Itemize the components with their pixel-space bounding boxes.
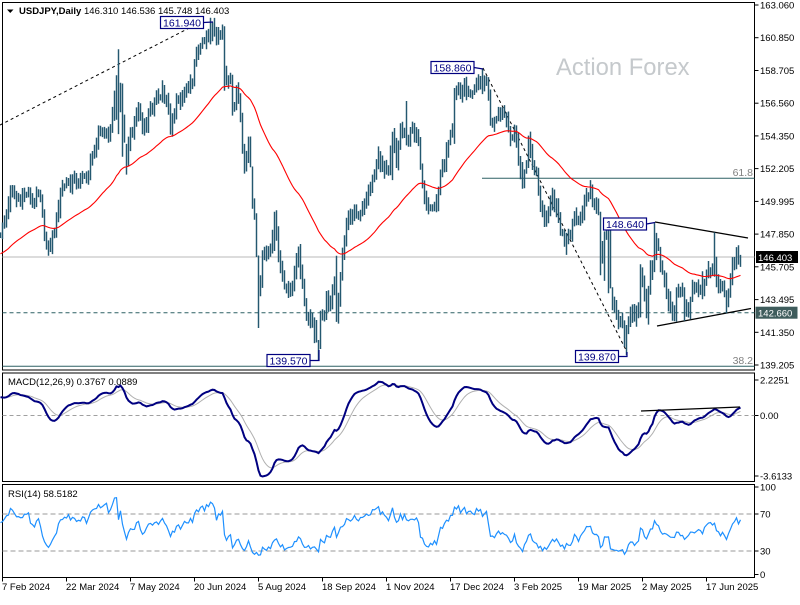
svg-text:22 Mar 2024: 22 Mar 2024 [66, 582, 119, 593]
svg-text:MACD(12,26,9) 0.3767 0.0889: MACD(12,26,9) 0.3767 0.0889 [8, 377, 137, 388]
svg-text:158.705: 158.705 [760, 66, 794, 77]
svg-text:17 Dec 2024: 17 Dec 2024 [450, 582, 504, 593]
svg-text:2.2251: 2.2251 [760, 376, 789, 387]
svg-text:19 Mar 2025: 19 Mar 2025 [578, 582, 631, 593]
svg-text:38.2: 38.2 [733, 355, 754, 367]
svg-text:7 Feb 2024: 7 Feb 2024 [2, 582, 50, 593]
svg-text:0: 0 [760, 570, 765, 581]
svg-text:147.850: 147.850 [760, 230, 794, 241]
svg-text:145.705: 145.705 [760, 262, 794, 273]
svg-text:149.995: 149.995 [760, 197, 794, 208]
svg-text:143.495: 143.495 [760, 295, 794, 306]
svg-text:2 May 2025: 2 May 2025 [642, 582, 692, 593]
svg-text:156.560: 156.560 [760, 99, 794, 110]
svg-text:RSI(14) 58.5182: RSI(14) 58.5182 [8, 489, 78, 500]
svg-text:139.205: 139.205 [760, 361, 794, 372]
svg-text:146.403: 146.403 [758, 253, 792, 264]
svg-text:3 Feb 2025: 3 Feb 2025 [514, 582, 562, 593]
svg-text:161.940: 161.940 [163, 18, 201, 30]
svg-text:5 Aug 2024: 5 Aug 2024 [258, 582, 306, 593]
svg-text:158.860: 158.860 [434, 63, 472, 75]
svg-text:0.00: 0.00 [760, 411, 779, 422]
svg-text:139.570: 139.570 [270, 356, 308, 368]
svg-text:141.350: 141.350 [760, 328, 794, 339]
svg-text:146.310 146.536 145.748 146.40: 146.310 146.536 145.748 146.403 [84, 6, 229, 17]
svg-text:-3.6133: -3.6133 [760, 472, 792, 483]
svg-text:18 Sep 2024: 18 Sep 2024 [322, 582, 376, 593]
svg-text:160.850: 160.850 [760, 33, 794, 44]
svg-text:61.8: 61.8 [733, 167, 754, 179]
svg-text:142.660: 142.660 [758, 308, 792, 319]
svg-text:163.060: 163.060 [760, 1, 794, 12]
svg-text:148.640: 148.640 [606, 219, 644, 231]
svg-text:100: 100 [760, 483, 776, 494]
svg-text:152.205: 152.205 [760, 164, 794, 175]
svg-text:20 Jun 2024: 20 Jun 2024 [194, 582, 246, 593]
svg-text:Action Forex: Action Forex [556, 54, 690, 81]
svg-text:30: 30 [760, 547, 771, 558]
svg-text:154.350: 154.350 [760, 131, 794, 142]
svg-text:139.870: 139.870 [578, 352, 616, 364]
svg-text:70: 70 [760, 510, 771, 521]
svg-text:17 Jun 2025: 17 Jun 2025 [706, 582, 758, 593]
svg-text:7 May 2024: 7 May 2024 [130, 582, 180, 593]
svg-text:1 Nov 2024: 1 Nov 2024 [386, 582, 435, 593]
svg-text:USDJPY,Daily: USDJPY,Daily [19, 6, 82, 17]
